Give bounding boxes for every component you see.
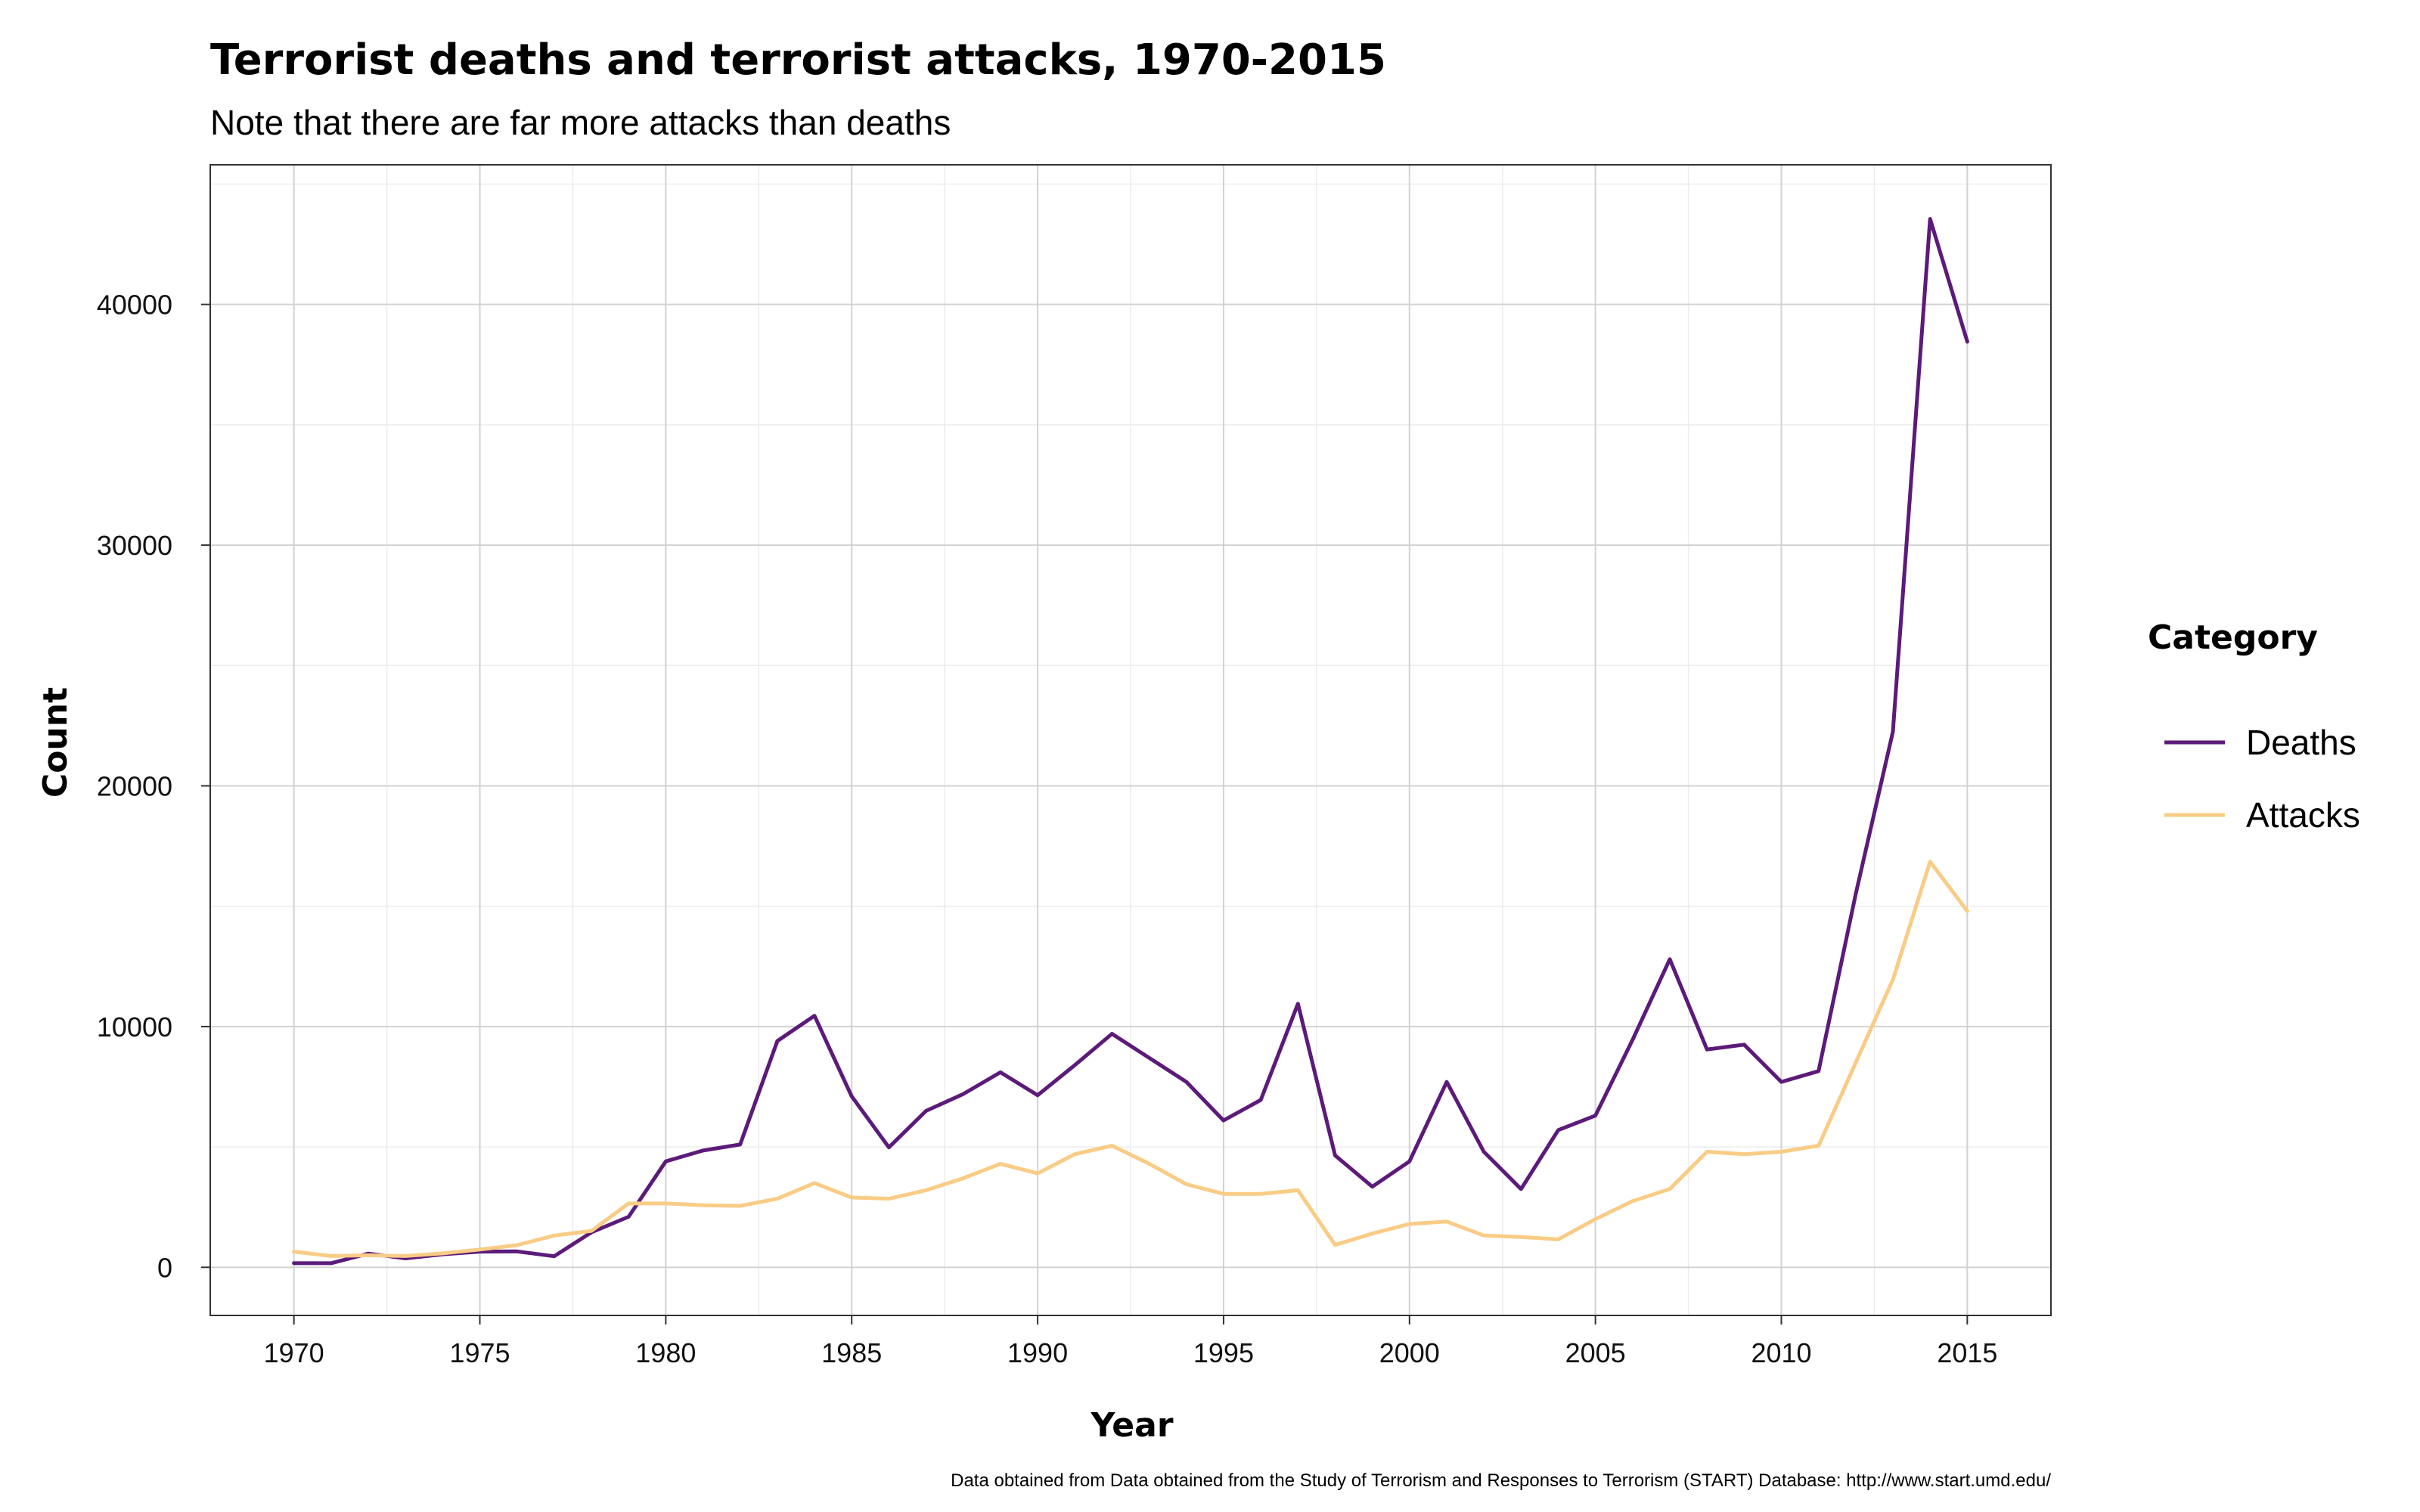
- legend-items: Deaths Attacks: [2164, 723, 2360, 835]
- y-tick-label: 30000: [97, 530, 172, 561]
- legend-label: Deaths: [2246, 723, 2356, 762]
- chart-subtitle: Note that there are far more attacks tha…: [210, 103, 951, 142]
- x-axis-title: Year: [1090, 1406, 1173, 1445]
- plot-panel-border: [209, 164, 2052, 1316]
- chart-caption: Data obtained from Data obtained from th…: [951, 1470, 2051, 1491]
- y-axis-title: Count: [36, 687, 75, 798]
- series-line-deaths: [292, 217, 1969, 1266]
- y-axis: 0 10000 20000 30000 40000: [97, 290, 210, 1283]
- legend-title: Category: [2148, 618, 2318, 657]
- y-tick-label: 10000: [97, 1012, 172, 1043]
- x-tick-label: 2015: [1937, 1337, 1997, 1368]
- x-tick-label: 2010: [1751, 1337, 1811, 1368]
- y-tick-label: 0: [157, 1252, 172, 1283]
- x-tick-label: 1995: [1193, 1337, 1254, 1368]
- x-tick-label: 2005: [1565, 1337, 1626, 1368]
- x-tick-label: 2000: [1379, 1337, 1440, 1368]
- x-tick-label: 1985: [821, 1337, 882, 1368]
- minor-gridlines: [210, 165, 2051, 1315]
- x-tick-label: 1980: [635, 1337, 696, 1368]
- y-tick-label: 40000: [97, 290, 172, 321]
- major-gridlines: [210, 165, 2051, 1315]
- series-lines: [292, 217, 1969, 1266]
- x-tick-label: 1990: [1007, 1337, 1068, 1368]
- x-tick-label: 1975: [449, 1337, 510, 1368]
- x-tick-label: 1970: [264, 1337, 324, 1368]
- legend-item-deaths: Deaths: [2164, 723, 2356, 762]
- legend-item-attacks: Attacks: [2164, 795, 2360, 835]
- legend: Category Deaths Attacks: [2148, 618, 2360, 835]
- y-tick-label: 20000: [97, 770, 172, 801]
- series-line-attacks: [292, 860, 1969, 1258]
- chart-title: Terrorist deaths and terrorist attacks, …: [210, 36, 1386, 85]
- x-axis: 1970 1975 1980 1985 1990 1995 2000 2005 2010 2015: [264, 1315, 1997, 1368]
- legend-label: Attacks: [2246, 795, 2360, 835]
